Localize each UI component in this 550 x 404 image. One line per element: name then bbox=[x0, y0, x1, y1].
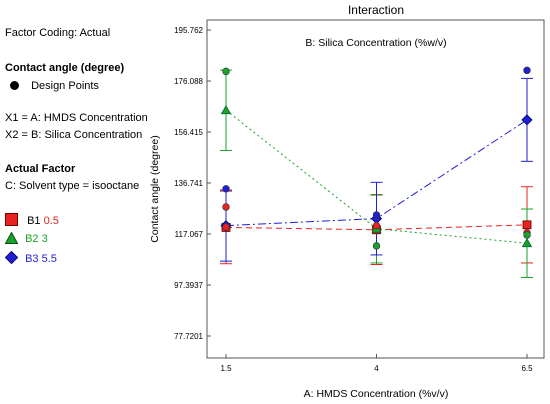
series-marker-triangle bbox=[220, 104, 232, 115]
series-marker-square bbox=[522, 220, 532, 230]
design-point bbox=[372, 221, 381, 230]
x-tick-label: 4 bbox=[374, 364, 379, 373]
x2-definition: X2 = B: Silica Concentration bbox=[5, 129, 143, 141]
legend-value: 0.5 bbox=[43, 215, 59, 227]
legend-item-b2: B2 3 bbox=[4, 231, 48, 245]
factor-info-panel: Factor Coding: Actual Contact angle (deg… bbox=[0, 0, 150, 404]
y-tick-label: 136.741 bbox=[174, 179, 203, 188]
x-axis-label: A: HMDS Concentration (%v/v) bbox=[304, 388, 449, 400]
legend-key: B1 bbox=[27, 215, 41, 227]
design-point bbox=[523, 231, 531, 239]
plot-frame bbox=[206, 19, 545, 359]
design-points bbox=[222, 66, 531, 250]
design-point bbox=[222, 185, 230, 193]
response-title: Contact angle (degree) bbox=[5, 62, 125, 74]
design-point bbox=[222, 203, 230, 211]
green-triangle-icon bbox=[4, 231, 19, 244]
y-axis-label: Contact angle (degree) bbox=[149, 135, 161, 242]
design-point-dot-icon bbox=[10, 81, 19, 90]
design-point bbox=[222, 67, 230, 76]
legend-item-b3: B3 5.5 bbox=[4, 250, 57, 265]
red-square-icon bbox=[5, 213, 18, 226]
y-tick-label: 176.088 bbox=[174, 77, 203, 86]
legend-item-b1: B1 0.5 bbox=[5, 213, 59, 227]
blue-diamond-icon bbox=[4, 250, 19, 265]
factor-coding-text: Factor Coding: Actual bbox=[5, 27, 111, 39]
y-tick-label: 195.762 bbox=[174, 26, 203, 35]
y-tick-label: 97.3937 bbox=[174, 281, 203, 290]
design-point bbox=[372, 211, 381, 219]
chart-title: Interaction bbox=[348, 3, 404, 17]
design-points-legend: Design Points bbox=[10, 80, 99, 92]
legend-key: B2 bbox=[25, 233, 39, 245]
series-marker-diamond bbox=[521, 114, 533, 126]
series-marker-triangle bbox=[521, 237, 533, 248]
legend-value: 5.5 bbox=[41, 253, 57, 265]
actual-factor-value: C: Solvent type = isooctane bbox=[5, 180, 140, 192]
legend-value: 3 bbox=[41, 233, 48, 245]
x1-definition: X1 = A: HMDS Concentration bbox=[5, 112, 148, 124]
x-tick-label: 1.5 bbox=[220, 364, 232, 373]
y-tick-label: 117.067 bbox=[175, 230, 204, 239]
x-tick-label: 6.5 bbox=[521, 364, 533, 373]
x-axis-ticks: 1.5 4 6.5 bbox=[220, 354, 533, 373]
y-tick-label: 77.7201 bbox=[174, 332, 203, 341]
design-point bbox=[523, 66, 531, 75]
chart-subtitle: B: Silica Concentration (%w/v) bbox=[305, 37, 446, 49]
legend-key: B3 bbox=[25, 253, 39, 265]
design-point bbox=[222, 223, 230, 231]
design-point bbox=[372, 242, 381, 250]
y-tick-label: 156.415 bbox=[174, 128, 203, 137]
y-axis-ticks: 77.7201 97.3937 117.067 136.741 156.415 176.0… bbox=[174, 26, 211, 341]
design-points-label: Design Points bbox=[31, 80, 99, 92]
actual-factor-title: Actual Factor bbox=[5, 163, 76, 175]
